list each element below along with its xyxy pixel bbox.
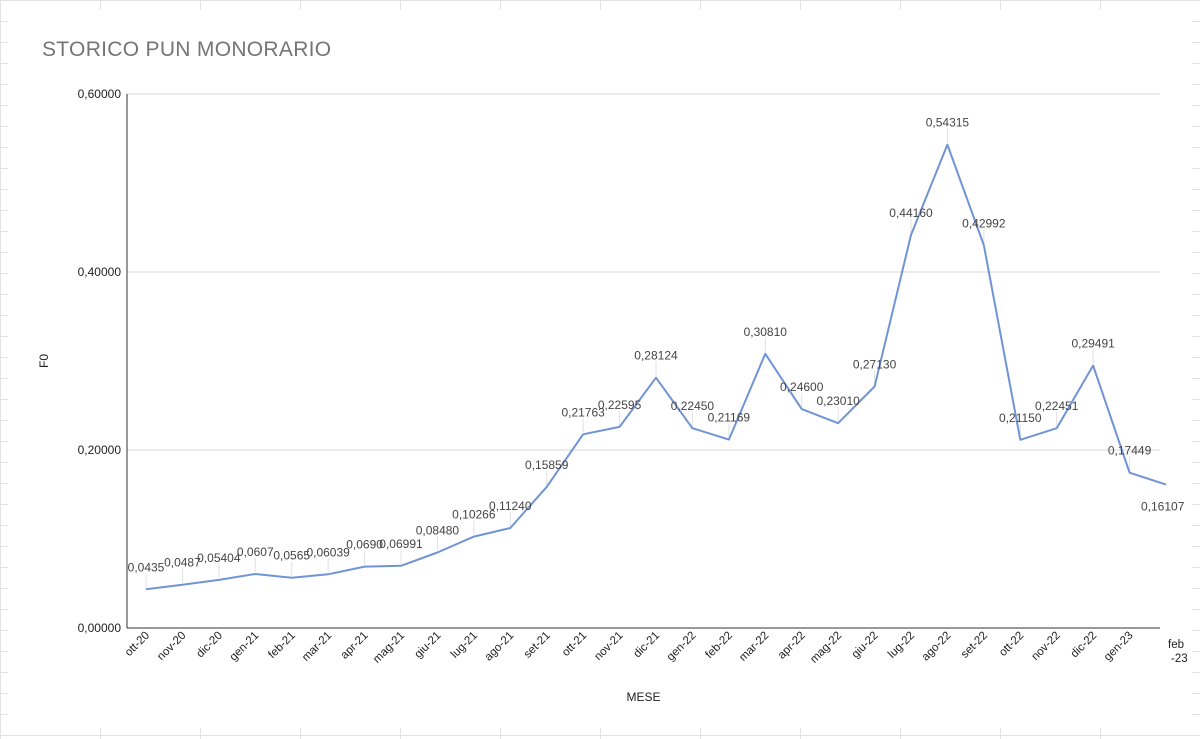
x-tick-label: giu-22 <box>850 630 881 661</box>
data-label: 0,29491 <box>1071 337 1115 351</box>
data-label: 0,05404 <box>197 551 241 565</box>
data-label: 0,22451 <box>1035 399 1079 413</box>
data-point <box>1091 364 1095 368</box>
y-tick-label: 0,20000 <box>78 443 122 457</box>
data-point <box>1164 483 1168 487</box>
x-tick-label: ott-21 <box>560 630 589 659</box>
data-point <box>727 438 731 442</box>
data-label: 0,0487 <box>164 556 201 570</box>
data-label: 0,0565 <box>273 549 310 563</box>
x-tick-label: gen-21 <box>228 630 262 664</box>
data-label: 0,21150 <box>999 411 1042 425</box>
x-tick-label: mag-22 <box>808 630 844 666</box>
x-tick-label: ago-21 <box>483 630 517 664</box>
data-label: 0,15859 <box>525 458 569 472</box>
data-label: 0,54315 <box>926 116 970 130</box>
data-label: 0,21763 <box>561 405 605 419</box>
y-tick-label: 0,60000 <box>78 87 122 101</box>
chart-title: STORICO PUN MONORARIO <box>42 38 332 61</box>
data-point <box>290 576 294 580</box>
data-label: 0,0607 <box>237 545 274 559</box>
data-point <box>144 587 148 591</box>
x-tick-label: apr-21 <box>339 630 371 662</box>
x-tick-label: dic-20 <box>194 630 225 661</box>
line-chart: 0,00000 0,20000 0,40000 0,60000 F0 MESE ott-20… <box>37 87 1188 704</box>
x-tick-label: mag-21 <box>371 630 407 666</box>
data-point <box>654 376 658 380</box>
data-point <box>618 425 622 429</box>
x-tick-label: feb-22 <box>703 630 735 662</box>
data-point <box>763 352 767 356</box>
data-point <box>472 535 476 539</box>
data-label: 0,10266 <box>452 508 496 522</box>
x-tick-label: dic-22 <box>1069 630 1100 661</box>
series-line <box>145 143 1167 591</box>
data-point <box>945 143 949 147</box>
data-label: 0,28124 <box>634 349 678 363</box>
data-label: 0,0690 <box>346 538 383 552</box>
data-point <box>836 421 840 425</box>
data-label: 0,30810 <box>744 325 788 339</box>
x-tick-label: feb-21 <box>266 630 298 662</box>
x-tick-label: nov-20 <box>155 630 188 663</box>
data-point <box>581 432 585 436</box>
data-point <box>800 407 804 411</box>
x-tick-label: ott-22 <box>997 630 1026 659</box>
x-tick-label: giu-21 <box>412 630 443 661</box>
data-point <box>253 572 257 576</box>
data-label: 0,42992 <box>962 216 1006 230</box>
data-label: 0,06039 <box>306 545 350 559</box>
data-point <box>982 243 986 247</box>
data-point <box>1128 471 1132 475</box>
x-tick-label: apr-22 <box>776 630 808 662</box>
data-point <box>435 551 439 555</box>
data-label: 0,22595 <box>598 398 642 412</box>
data-label: 0,22450 <box>671 399 715 413</box>
data-point <box>873 385 877 389</box>
x-axis-title: MESE <box>626 690 660 704</box>
data-point <box>399 564 403 568</box>
x-tick-label: nov-22 <box>1029 630 1062 663</box>
data-point <box>363 565 367 569</box>
x-tick-label: ott-20 <box>123 630 152 659</box>
data-label: 0,17449 <box>1108 444 1152 458</box>
x-tick-label: set-22 <box>959 630 990 661</box>
x-tick-label: mar-21 <box>300 630 334 664</box>
data-point <box>1055 426 1059 430</box>
data-point <box>690 426 694 430</box>
data-label: 0,21169 <box>708 411 751 425</box>
data-point <box>909 233 913 237</box>
data-point <box>326 572 330 576</box>
data-label: 0,24600 <box>780 380 824 394</box>
x-tick-label: lug-22 <box>886 630 917 661</box>
data-point <box>545 485 549 489</box>
data-point <box>508 526 512 530</box>
x-tick-label: ago-22 <box>920 630 954 664</box>
data-point <box>180 583 184 587</box>
data-label: 0,0435 <box>128 560 165 574</box>
data-label: 0,06991 <box>379 537 423 551</box>
data-label: 0,23010 <box>816 394 860 408</box>
data-label: 0,08480 <box>416 524 460 538</box>
x-tick-label: gen-22 <box>665 630 699 664</box>
data-label: 0,11240 <box>489 499 532 513</box>
x-tick-label: mar-22 <box>737 630 771 664</box>
x-tick-label: nov-21 <box>592 630 625 663</box>
data-label: 0,27130 <box>853 358 897 372</box>
x-tick-label: lug-21 <box>449 630 480 661</box>
data-point <box>1018 438 1022 442</box>
x-tick-label: dic-21 <box>631 630 662 661</box>
y-tick-label: 0,00000 <box>78 621 122 635</box>
x-tick-label: feb -23 <box>1168 639 1188 665</box>
data-label: 0,44160 <box>889 206 933 220</box>
x-tick-label: set-21 <box>522 630 553 661</box>
data-label: 0,16107 <box>1141 500 1185 514</box>
data-point <box>217 578 221 582</box>
x-tick-label: gen-23 <box>1102 630 1136 664</box>
y-tick-label: 0,40000 <box>78 265 122 279</box>
y-axis-title: F0 <box>37 354 51 368</box>
chart-card[interactable]: STORICO PUN MONORARIO 0,00000 0,20000 0,40… <box>8 10 1192 728</box>
